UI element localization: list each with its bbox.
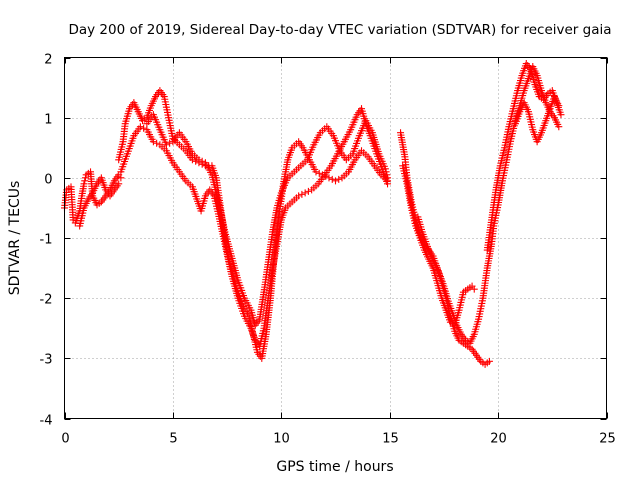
data-point-marker (153, 139, 161, 147)
data-point-marker (298, 190, 306, 198)
y-tick-label: -2 (40, 293, 53, 308)
data-point-marker (166, 139, 174, 147)
data-point-marker (295, 192, 303, 200)
data-point-marker (555, 102, 563, 110)
data-series-arc-5 (143, 111, 392, 329)
data-points (61, 60, 565, 368)
data-point-marker (470, 285, 478, 293)
x-tick-label: 10 (273, 432, 290, 447)
data-point-marker (136, 123, 144, 131)
y-tick-label: -3 (40, 353, 53, 368)
data-point-marker (198, 157, 206, 165)
data-point-marker (188, 156, 196, 164)
data-series-arc-6 (397, 129, 493, 368)
y-tick-labels: 2 1 0 -1 -2 -3 -4 (40, 53, 53, 429)
data-point-marker (115, 180, 123, 188)
data-point-marker (315, 169, 323, 177)
y-tick-label: -4 (40, 414, 53, 429)
data-point-marker (312, 168, 320, 176)
data-point-marker (195, 156, 203, 164)
x-tick-label: 5 (169, 432, 177, 447)
data-point-marker (162, 141, 170, 149)
data-point-marker (149, 138, 157, 146)
data-point-marker (81, 174, 89, 182)
x-tick-label: 15 (382, 432, 399, 447)
data-point-marker (80, 180, 88, 188)
y-tick-label: 1 (44, 113, 52, 128)
data-point-marker (304, 187, 312, 195)
data-series-arc-8 (414, 63, 563, 347)
data-point-marker (81, 177, 89, 185)
axis-ticks (64, 57, 608, 420)
y-tick-label: 0 (44, 173, 52, 188)
data-point-marker (335, 175, 343, 183)
data-point-marker (383, 171, 391, 179)
data-point-marker (332, 177, 339, 185)
data-point-marker (325, 174, 333, 182)
grid-lines (64, 57, 607, 419)
y-tick-label: -1 (40, 233, 53, 248)
data-point-marker (381, 165, 389, 173)
data-point-marker (328, 175, 336, 183)
x-axis-label: GPS time / hours (276, 459, 393, 475)
data-point-marker (117, 174, 125, 182)
y-axis-label: SDTVAR / TECUs (7, 181, 23, 296)
data-series-arc-4 (117, 105, 392, 350)
data-point-marker (485, 357, 493, 365)
data-point-marker (192, 157, 200, 165)
data-point-marker (301, 189, 309, 197)
x-tick-label: 0 (61, 432, 69, 447)
x-tick-label: 20 (490, 432, 507, 447)
data-point-marker (384, 180, 392, 188)
x-tick-labels: 0 5 10 15 20 25 (61, 432, 615, 447)
data-point-marker (555, 123, 563, 131)
y-tick-label: 2 (44, 53, 52, 68)
chart-title: Day 200 of 2019, Sidereal Day-to-day VTE… (68, 22, 611, 38)
data-series-arc-9 (483, 60, 565, 254)
data-point-marker (557, 111, 565, 119)
data-point-marker (382, 168, 390, 176)
data-series-arc-10 (511, 93, 563, 146)
data-series-arc-2 (76, 174, 123, 230)
data-point-marker (384, 174, 392, 182)
x-tick-label: 25 (599, 432, 616, 447)
data-point-marker (140, 124, 148, 132)
